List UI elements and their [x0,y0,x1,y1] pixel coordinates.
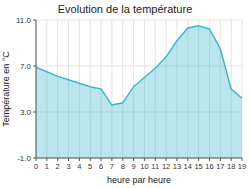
x-tick-label: 2 [56,162,60,171]
grid-line-y [36,158,242,159]
y-axis-label: Température en °C [1,51,11,127]
x-tick [220,158,221,161]
x-tick-label: 6 [99,162,103,171]
y-tick [33,112,36,113]
x-tick-label: 15 [194,162,202,171]
x-axis-line [36,158,242,159]
x-tick [176,158,177,161]
grid-line-y [36,20,242,21]
y-tick [33,66,36,67]
x-tick [68,158,69,161]
x-tick-label: 11 [151,162,159,171]
x-tick [155,158,156,161]
x-tick-label: 1 [45,162,49,171]
chart: 012345678910111213141516171819-1.03.07.0… [0,0,250,188]
x-tick-label: 9 [131,162,135,171]
x-tick-label: 7 [110,162,114,171]
y-tick [33,20,36,21]
x-tick [57,158,58,161]
x-tick-label: 16 [205,162,213,171]
x-tick [101,158,102,161]
x-tick [111,158,112,161]
x-tick [122,158,123,161]
line [36,26,242,105]
x-tick-label: 14 [184,162,192,171]
x-tick-label: 5 [88,162,92,171]
x-tick [79,158,80,161]
x-tick [242,158,243,161]
axes: 012345678910111213141516171819-1.03.07.0… [16,16,246,171]
y-tick-label: 11.0 [16,16,32,25]
y-tick [33,158,36,159]
x-tick-label: 10 [140,162,148,171]
y-tick-label: -1.0 [17,154,31,163]
x-tick [46,158,47,161]
x-tick-label: 3 [66,162,70,171]
x-axis-label: heure par heure [107,175,171,185]
x-tick-label: 8 [121,162,125,171]
x-tick-label: 12 [162,162,170,171]
x-tick-label: 13 [173,162,181,171]
x-tick-label: 17 [216,162,224,171]
y-tick-label: 7.0 [20,62,32,71]
title: Evolution de la température [58,3,193,15]
x-tick-label: 18 [227,162,235,171]
x-tick [133,158,134,161]
y-tick-label: 3.0 [20,108,32,117]
x-tick-label: 19 [238,162,246,171]
plot-area [36,26,242,158]
x-tick-label: 4 [77,162,81,171]
x-tick-label: 0 [34,162,38,171]
x-tick [187,158,188,161]
grid [36,20,242,158]
x-tick [198,158,199,161]
grid-line-x [36,20,37,158]
area [36,26,242,158]
x-tick [231,158,232,161]
x-tick [90,158,91,161]
x-tick [144,158,145,161]
x-tick [166,158,167,161]
y-axis-line [36,20,37,158]
x-tick [209,158,210,161]
